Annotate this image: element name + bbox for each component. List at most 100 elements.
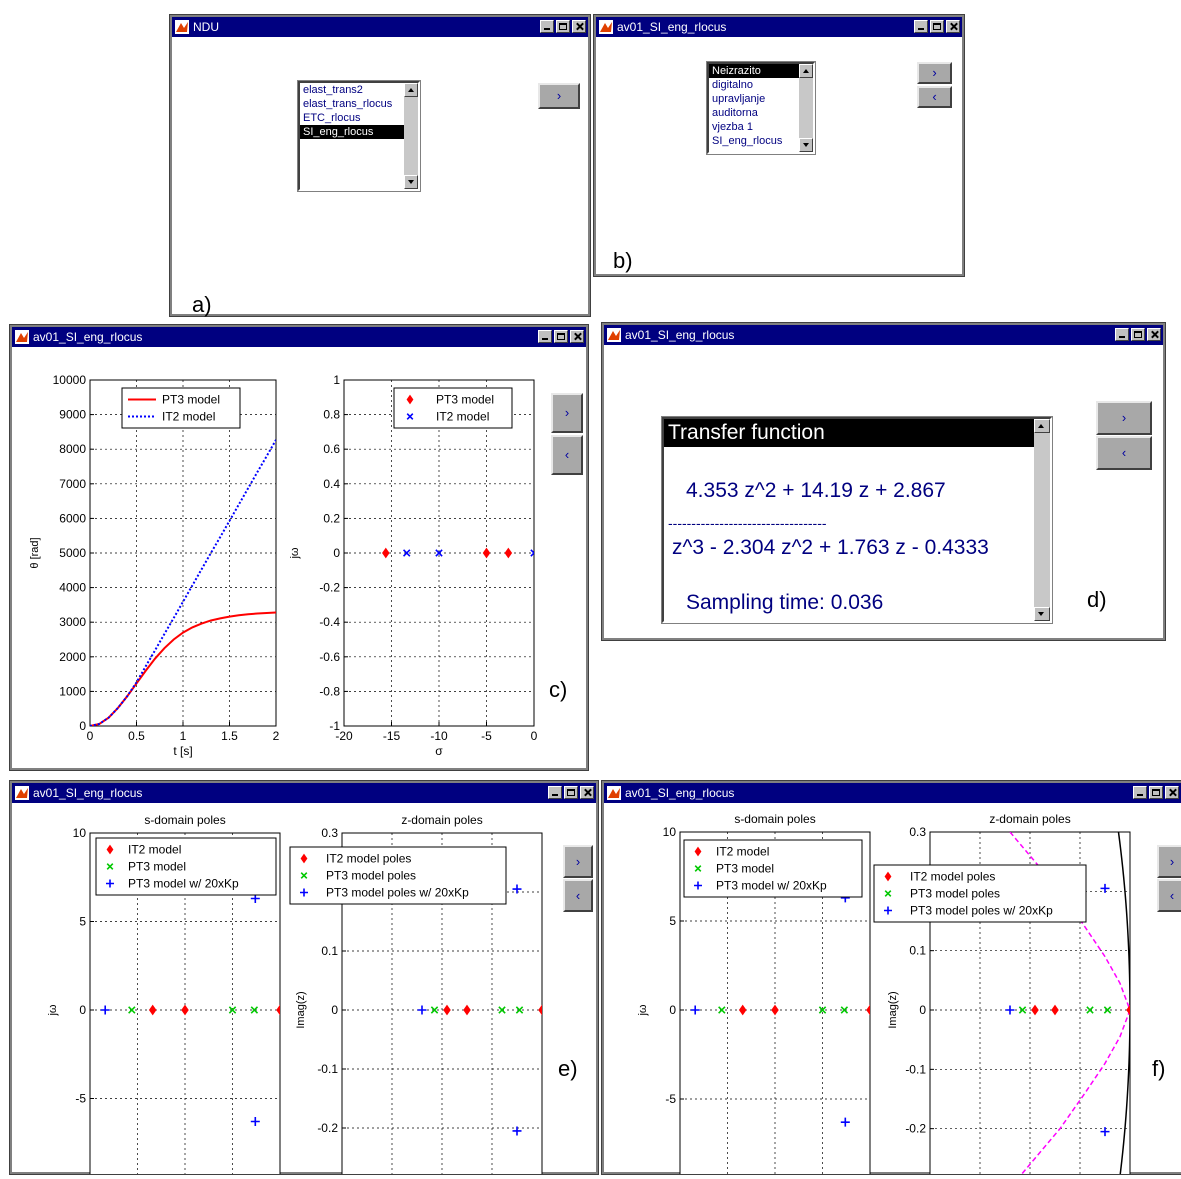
matlab-logo-icon	[15, 330, 29, 344]
window-title: av01_SI_eng_rlocus	[625, 786, 735, 800]
data-point	[512, 1126, 522, 1136]
close-icon[interactable]	[1147, 328, 1161, 341]
scrollbar[interactable]	[404, 83, 418, 189]
x-tick-label: -5	[481, 729, 492, 743]
list-item[interactable]: elast_trans2	[303, 84, 363, 96]
minimize-icon[interactable]	[548, 786, 562, 799]
back-button[interactable]: ‹	[551, 435, 583, 475]
next-button[interactable]: ›	[538, 83, 580, 109]
window-poles-f: av01_SI_eng_rlocus -20-15-10-50-10-50510…	[601, 780, 1181, 1179]
scroll-up-icon[interactable]	[1034, 419, 1050, 433]
close-icon[interactable]	[572, 20, 586, 33]
scroll-down-icon[interactable]	[799, 138, 813, 152]
minimize-icon[interactable]	[1115, 328, 1129, 341]
titlebar[interactable]: av01_SI_eng_rlocus	[12, 327, 586, 347]
data-point	[417, 1005, 427, 1015]
scroll-down-icon[interactable]	[404, 175, 418, 189]
next-button[interactable]: ›	[1157, 845, 1181, 878]
tf-divider: ----------------------------------	[668, 515, 827, 531]
panel-label: c)	[549, 677, 568, 702]
data-point	[694, 865, 702, 872]
tf-header: Transfer function	[664, 419, 1034, 447]
list-item-selected[interactable]: Neizrazito	[709, 64, 799, 78]
maximize-icon[interactable]	[556, 20, 570, 33]
data-point	[498, 1006, 506, 1014]
legend-label: IT2 model	[436, 410, 489, 424]
data-point	[106, 844, 114, 855]
legend-label: PT3 model poles w/ 20xKp	[326, 886, 469, 900]
titlebar[interactable]: av01_SI_eng_rlocus	[604, 325, 1163, 345]
maximize-icon[interactable]	[554, 330, 568, 343]
back-button[interactable]: ‹	[1157, 879, 1181, 912]
y-tick-label: 5	[79, 915, 86, 929]
data-point	[276, 1004, 280, 1016]
data-point	[406, 394, 414, 405]
maximize-icon[interactable]	[1149, 786, 1163, 799]
file-listbox[interactable]: elast_trans2 elast_trans_rlocus ETC_rloc…	[297, 80, 421, 192]
data-point	[515, 1006, 524, 1014]
y-tick-label: 0.6	[323, 442, 340, 456]
back-button[interactable]: ‹	[1096, 436, 1152, 470]
data-point	[181, 1004, 189, 1016]
data-point	[738, 1004, 747, 1016]
scroll-down-icon[interactable]	[1034, 607, 1050, 621]
close-icon[interactable]	[570, 330, 584, 343]
legend-label: PT3 model poles w/ 20xKp	[910, 904, 1053, 918]
data-point	[382, 547, 390, 559]
minimize-icon[interactable]	[538, 330, 552, 343]
maximize-icon[interactable]	[564, 786, 578, 799]
close-icon[interactable]	[1165, 786, 1179, 799]
list-item[interactable]: vjezba 1	[712, 121, 753, 133]
maximize-icon[interactable]	[1131, 328, 1145, 341]
titlebar[interactable]: av01_SI_eng_rlocus	[604, 783, 1181, 803]
back-button[interactable]: ‹	[917, 86, 952, 108]
topic-listbox[interactable]: Neizrazito digitalno upravljanje auditor…	[706, 61, 816, 155]
scrollbar[interactable]	[799, 64, 813, 152]
list-item[interactable]: auditorna	[712, 107, 758, 119]
minimize-icon[interactable]	[914, 20, 928, 33]
data-point	[106, 879, 114, 888]
data-point	[443, 1004, 451, 1016]
data-point	[690, 1005, 700, 1015]
y-tick-label: 6000	[59, 511, 86, 525]
next-button[interactable]: ›	[917, 62, 952, 84]
chart-c_poles: -20 -15 -10 -5 0 -1 -0.8 -0.6 -0.4 -0.2 0 0.2 0.4 0.6…	[289, 373, 538, 758]
close-icon[interactable]	[946, 20, 960, 33]
x-tick-label: -15	[383, 729, 401, 743]
data-point	[463, 1004, 471, 1016]
next-button[interactable]: ›	[1096, 401, 1152, 435]
maximize-icon[interactable]	[930, 20, 944, 33]
window-title: NDU	[193, 20, 219, 34]
matlab-logo-icon	[599, 20, 613, 34]
transfer-function-listbox[interactable]: Transfer function 4.353 z^2 + 14.19 z + …	[661, 416, 1053, 624]
list-item[interactable]: ETC_rlocus	[303, 112, 361, 124]
minimize-icon[interactable]	[540, 20, 554, 33]
list-item-selected[interactable]: SI_eng_rlocus	[300, 125, 404, 139]
list-item[interactable]: digitalno	[712, 79, 753, 91]
titlebar[interactable]: NDU	[172, 17, 588, 37]
back-button[interactable]: ‹	[563, 879, 593, 912]
list-item[interactable]: SI_eng_rlocus	[712, 135, 783, 147]
data-point	[482, 547, 491, 559]
list-item[interactable]: elast_trans_rlocus	[303, 98, 393, 110]
legend: IT2 model PT3 model PT3 model w/ 20xKp	[683, 839, 863, 898]
list-item[interactable]: upravljanje	[712, 93, 766, 105]
unit-circle	[1117, 832, 1130, 1179]
close-icon[interactable]	[580, 786, 594, 799]
next-button[interactable]: ›	[563, 845, 593, 878]
scrollbar[interactable]	[1034, 419, 1050, 621]
next-button[interactable]: ›	[551, 393, 583, 433]
legend-label: IT2 model	[162, 410, 215, 424]
chart-title: s-domain poles	[144, 813, 225, 827]
titlebar[interactable]: av01_SI_eng_rlocus	[596, 17, 962, 37]
titlebar[interactable]: av01_SI_eng_rlocus	[12, 783, 596, 803]
window-title: av01_SI_eng_rlocus	[625, 328, 735, 342]
data-point	[718, 1006, 726, 1014]
scroll-up-icon[interactable]	[799, 64, 813, 78]
x-axis-label: t [s]	[173, 744, 192, 758]
minimize-icon[interactable]	[1133, 786, 1147, 799]
y-axis-label: jω	[47, 1004, 59, 1016]
scroll-up-icon[interactable]	[404, 83, 418, 97]
